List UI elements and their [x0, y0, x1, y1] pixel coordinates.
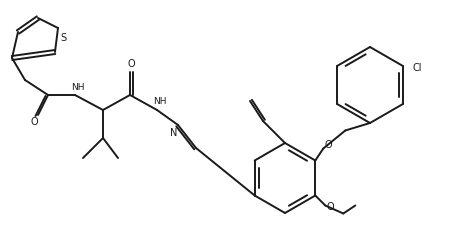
Text: N: N — [170, 128, 178, 138]
Text: NH: NH — [153, 96, 167, 106]
Text: O: O — [30, 117, 38, 127]
Text: O: O — [327, 202, 334, 212]
Text: O: O — [127, 59, 135, 69]
Text: NH: NH — [71, 84, 85, 92]
Text: O: O — [325, 140, 332, 150]
Text: Cl: Cl — [412, 63, 422, 73]
Text: S: S — [60, 33, 66, 43]
